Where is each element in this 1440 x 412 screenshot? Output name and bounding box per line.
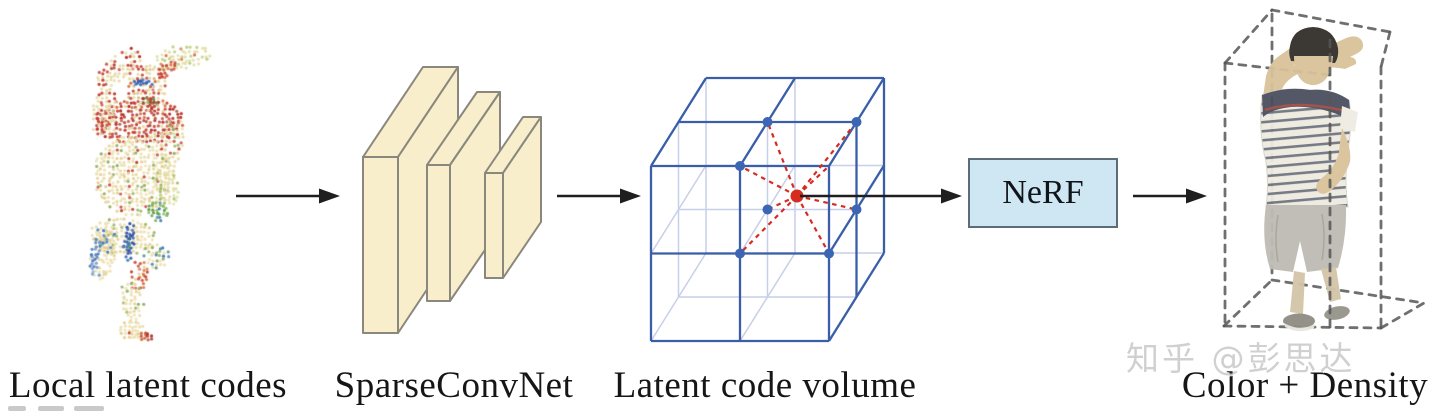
- latent-code-dot: [824, 248, 834, 259]
- flow-arrows: [236, 188, 1207, 204]
- lower-arm: [1316, 128, 1351, 194]
- latent-code-dot: [851, 204, 862, 215]
- arrow-right: [800, 188, 962, 204]
- shoe-sole: [1284, 323, 1315, 332]
- sleeve-band: [1340, 106, 1358, 132]
- hair: [1289, 27, 1339, 63]
- arrow-right: [557, 188, 641, 204]
- latent-code-dot: [762, 117, 773, 127]
- label-color-density: Color + Density: [1181, 365, 1429, 406]
- query-point-dot: [790, 189, 804, 203]
- latent-code-dot: [735, 248, 745, 259]
- latent-code-dot: [735, 161, 745, 171]
- cropped-text-artifact: [8, 406, 118, 412]
- latent-code-dot: [762, 204, 773, 215]
- label-sparseconvnet: SparseConvNet: [334, 365, 574, 406]
- latent-code-volume-cube: [649, 76, 886, 343]
- left-shoe: [1283, 313, 1315, 329]
- person-photo: [1260, 27, 1364, 332]
- bounding-box-dashed: [1222, 8, 1426, 330]
- right-shoe: [1324, 306, 1350, 320]
- watermark: 知乎 @彭思达: [1126, 339, 1356, 378]
- nerf-label: NeRF: [1002, 174, 1084, 211]
- latent-code-dot: [851, 117, 862, 127]
- shorts: [1264, 205, 1347, 272]
- left-calf: [1290, 271, 1305, 314]
- arrow-right: [1133, 188, 1207, 204]
- yoke-red-stripe: [1264, 103, 1350, 114]
- shorts-fold: [1275, 213, 1325, 263]
- sparseconvnet-slabs: [362, 66, 542, 334]
- nerf-box: NeRF: [968, 158, 1118, 228]
- arrow-right: [236, 188, 340, 204]
- face: [1294, 56, 1333, 86]
- label-local-latent-codes: Local latent codes: [8, 365, 288, 406]
- label-latent-code-volume: Latent code volume: [613, 365, 917, 406]
